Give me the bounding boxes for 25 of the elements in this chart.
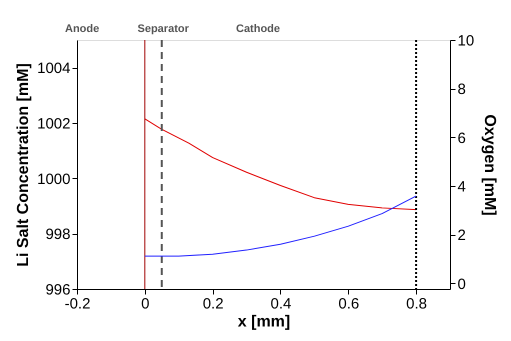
y2-tick-label: 4 [458,178,466,196]
y2-tick-label: 6 [458,130,466,147]
y2-axis-title: Oxygen [mM] [481,114,498,216]
y-tick-label: 996 [45,282,70,298]
y2-tick-label: 2 [458,227,466,244]
y2-tick-label: 8 [458,81,466,98]
text: Anode [65,23,100,35]
y2-tick-label: 0 [458,276,466,293]
y-tick-label: 1004 [37,60,70,78]
y-axis-title: Li Salt Concentration [mM] [15,63,32,267]
y-tick-label: 1002 [37,116,70,132]
line-series [144,196,417,257]
x-tick-label: 0.2 [202,296,224,312]
y-tick-label: 998 [45,226,70,244]
x-axis-title: x [mm] [238,314,290,330]
x-tick-label: -0.2 [64,296,90,312]
x-tick-label: 0.4 [270,296,292,312]
y-tick-label: 1000 [37,170,70,188]
text: Cathode [236,23,280,35]
text: Separator [138,23,190,35]
y2-tick-label: 10 [458,32,474,50]
x-tick-label: 0 [141,296,150,312]
x-tick-label: 0.6 [338,296,360,312]
x-tick-label: 0.8 [406,296,428,312]
line-series [144,118,417,210]
